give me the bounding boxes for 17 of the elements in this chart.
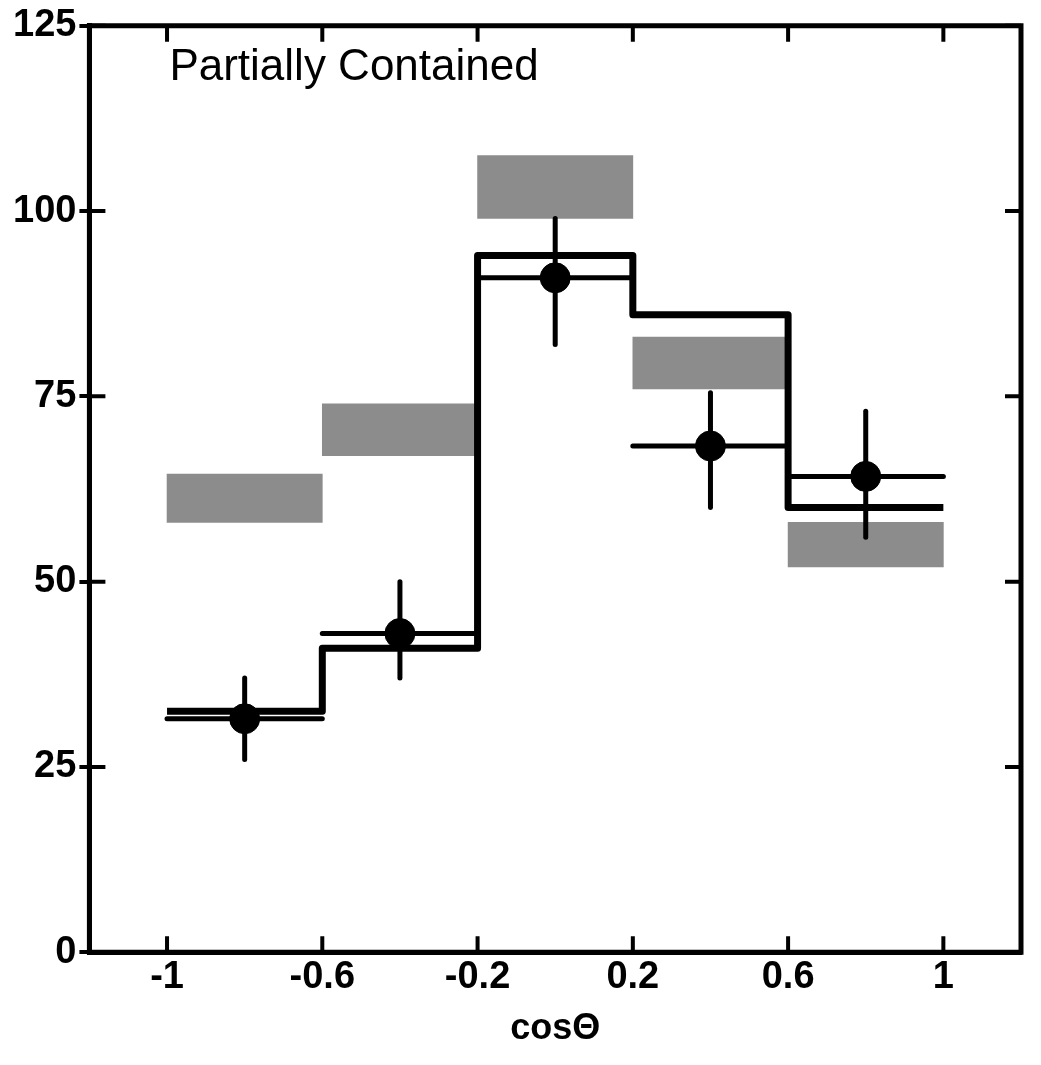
x-tick-label: -1: [150, 954, 184, 997]
x-axis-title: cosΘ: [510, 1006, 601, 1048]
y-tick-label: 0: [55, 928, 77, 971]
bar: [477, 155, 634, 219]
chart-title: Partially Contained: [169, 39, 539, 89]
y-tick-label: 50: [34, 558, 77, 601]
x-tick-label: -0.2: [444, 954, 511, 997]
bar: [166, 473, 323, 523]
bar: [787, 522, 944, 568]
x-tick-label: 1: [932, 954, 954, 997]
y-tick-label: 100: [13, 187, 77, 230]
x-tick-label: 0.6: [761, 954, 815, 997]
x-tick-label: 0.2: [606, 954, 660, 997]
y-tick-label: 75: [34, 372, 77, 415]
x-tick-label: -0.6: [289, 954, 356, 997]
y-tick-label: 125: [13, 2, 77, 45]
y-tick-label: 25: [34, 743, 77, 786]
